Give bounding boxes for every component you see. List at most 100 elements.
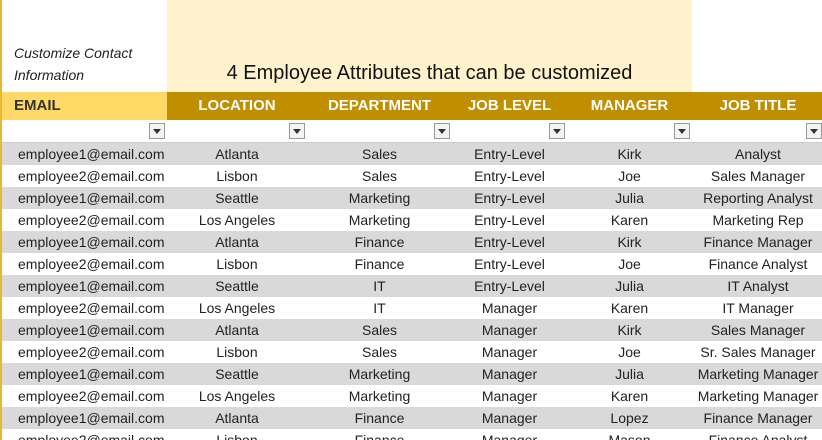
- cell: Marketing: [348, 366, 411, 382]
- cell: Manager: [481, 432, 538, 440]
- cell: Finance: [354, 234, 405, 250]
- cell: Entry-Level: [474, 278, 545, 294]
- column-header: MANAGER: [567, 92, 692, 120]
- cell: Julia: [615, 190, 644, 206]
- cell: IT: [373, 300, 386, 316]
- cell: Finance: [354, 410, 405, 426]
- filter-button[interactable]: [674, 123, 690, 139]
- cell: Entry-Level: [474, 256, 545, 272]
- cell: Marketing Manager: [697, 388, 819, 404]
- filter-button[interactable]: [149, 123, 165, 139]
- cell: employee2@email.com: [18, 432, 165, 440]
- cell: Lisbon: [216, 256, 258, 272]
- column-header: JOB TITLE: [692, 92, 822, 120]
- cell: Sales: [361, 322, 398, 338]
- cell: Sales Manager: [710, 322, 806, 338]
- cell: IT Analyst: [727, 278, 789, 294]
- title-band: [167, 0, 692, 92]
- filter-button[interactable]: [806, 123, 822, 139]
- cell: employee1@email.com: [18, 410, 165, 426]
- cell: Sr. Sales Manager: [700, 344, 816, 360]
- cell: Joe: [618, 344, 641, 360]
- column-header: DEPARTMENT: [307, 92, 452, 120]
- filter-cell: [2, 120, 167, 143]
- row-background: [2, 187, 822, 209]
- row-background: [2, 407, 822, 429]
- cell: employee2@email.com: [18, 168, 165, 184]
- cell: Manager: [481, 388, 538, 404]
- cell: Julia: [615, 366, 644, 382]
- cell: Entry-Level: [474, 168, 545, 184]
- cell: Seattle: [215, 366, 259, 382]
- cell: employee1@email.com: [18, 234, 165, 250]
- cell: employee2@email.com: [18, 212, 165, 228]
- cell: Finance: [354, 256, 405, 272]
- cell: Entry-Level: [474, 212, 545, 228]
- cell: Karen: [610, 212, 649, 228]
- cell: Atlanta: [215, 322, 259, 338]
- cell: Los Angeles: [198, 212, 276, 228]
- row-background: [2, 429, 822, 440]
- column-header: JOB LEVEL: [452, 92, 567, 120]
- row-background: [2, 275, 822, 297]
- cell: Sales: [361, 344, 398, 360]
- cell: Atlanta: [215, 234, 259, 250]
- row-background: [2, 297, 822, 319]
- filter-cell: [452, 120, 567, 143]
- row-background: [2, 319, 822, 341]
- cell: Kirk: [617, 146, 642, 162]
- cell: employee1@email.com: [18, 278, 165, 294]
- cell: Manager: [481, 366, 538, 382]
- cell: Joe: [618, 256, 641, 272]
- cell: Manager: [481, 344, 538, 360]
- cell: employee1@email.com: [18, 366, 165, 382]
- cell: Sales: [361, 146, 398, 162]
- cell: Lisbon: [216, 432, 258, 440]
- cell: employee1@email.com: [18, 190, 165, 206]
- row-background: [2, 253, 822, 275]
- cell: Kirk: [617, 322, 642, 338]
- row-background: [2, 143, 822, 165]
- cell: Reporting Analyst: [703, 190, 813, 206]
- cell: Los Angeles: [198, 388, 276, 404]
- cell: Marketing: [348, 212, 411, 228]
- cell: Manager: [481, 300, 538, 316]
- cell: Karen: [610, 388, 649, 404]
- row-background: [2, 363, 822, 385]
- cell: employee2@email.com: [18, 300, 165, 316]
- row-background: [2, 341, 822, 363]
- cell: Mason: [608, 432, 651, 440]
- column-header: EMAIL: [2, 92, 167, 120]
- filter-button[interactable]: [289, 123, 305, 139]
- cell: Finance Manager: [703, 234, 813, 250]
- filter-cell: [692, 120, 822, 143]
- filter-button[interactable]: [549, 123, 565, 139]
- cell: Entry-Level: [474, 190, 545, 206]
- column-header: LOCATION: [167, 92, 307, 120]
- cell: Marketing Manager: [697, 366, 819, 382]
- filter-cell: [167, 120, 307, 143]
- cell: Finance Analyst: [708, 256, 808, 272]
- cell: employee2@email.com: [18, 388, 165, 404]
- cell: Los Angeles: [198, 300, 276, 316]
- row-background: [2, 209, 822, 231]
- cell: Atlanta: [215, 410, 259, 426]
- cell: Seattle: [215, 190, 259, 206]
- cell: employee2@email.com: [18, 256, 165, 272]
- cell: Seattle: [215, 278, 259, 294]
- cell: Lisbon: [216, 344, 258, 360]
- cell: Sales: [361, 168, 398, 184]
- cell: Entry-Level: [474, 146, 545, 162]
- row-background: [2, 385, 822, 407]
- row-background: [2, 165, 822, 187]
- cell: IT: [373, 278, 386, 294]
- cell: Manager: [481, 410, 538, 426]
- cell: employee1@email.com: [18, 322, 165, 338]
- cell: employee2@email.com: [18, 344, 165, 360]
- filter-button[interactable]: [434, 123, 450, 139]
- cell: employee1@email.com: [18, 146, 165, 162]
- cell: Marketing Rep: [712, 212, 804, 228]
- cell: Marketing: [348, 190, 411, 206]
- cell: Atlanta: [215, 146, 259, 162]
